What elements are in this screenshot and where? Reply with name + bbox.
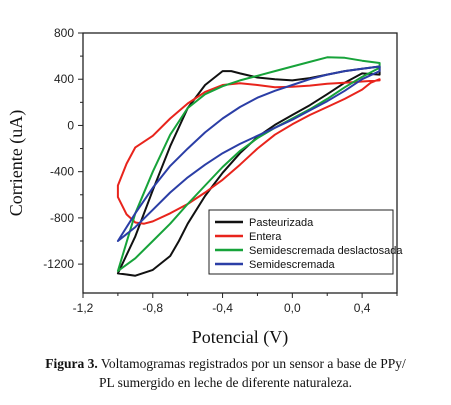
figure-caption: Figura 3. Voltamogramas registrados por … [0,354,451,392]
legend-label-2: Entera [249,231,282,243]
y-tick-label: -800 [50,211,74,225]
axis-ticks-group [78,32,398,298]
legend-label-4: Semidescremada [249,259,335,271]
y-tick-label: -400 [50,165,74,179]
plot-series-group [116,56,381,277]
caption-line-2: PL sumergido en leche de diferente natur… [98,375,352,390]
legend-label-3: Semidescremada deslactosada [249,245,403,257]
legend-box [208,209,394,275]
x-tick-label: -1,2 [73,301,94,315]
x-axis-title: Potencial (V) [192,327,288,348]
y-tick-label: 400 [54,72,74,86]
y-tick-label: 0 [67,118,74,132]
x-tick-label: -0,8 [142,301,163,315]
legend-label-1: Pasteurizada [249,217,314,229]
series-line-2 [116,78,381,225]
caption-label: Figura 3. [45,356,98,371]
series-line-1 [116,65,381,277]
legend: Pasteurizada Entera Semidescremada deslact… [208,209,403,275]
series-line-3 [116,56,381,272]
tick-labels-group: -1,2 -0,8 -0,4 0,0 0,4 800 400 0 -400 -800 -1200 [43,26,370,315]
x-tick-label: 0,4 [354,301,371,315]
caption-line-1: Voltamogramas registrados por un sensor … [97,356,406,371]
y-tick-label: -1200 [43,257,74,271]
y-tick-label: 800 [54,26,74,40]
series-line-4 [116,65,381,242]
x-tick-label: -0,4 [212,301,233,315]
y-axis-title: Corriente (uA) [6,110,27,216]
plot-frame [82,32,398,294]
x-tick-label: 0,0 [284,301,301,315]
